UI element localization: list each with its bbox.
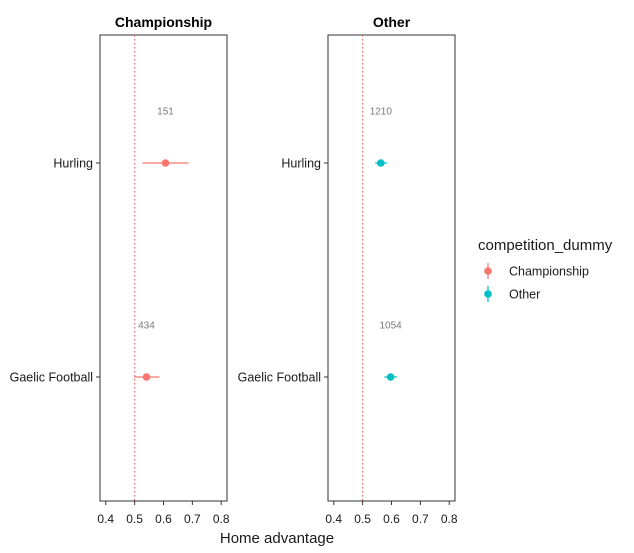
- panel-border: [327, 34, 456, 502]
- panel-border: [99, 34, 228, 502]
- legend-key-point: [484, 267, 492, 275]
- x-tick-label: 0.5: [354, 512, 371, 526]
- legend-keys: Championship Other: [484, 263, 589, 302]
- legend-entry: Championship: [484, 263, 589, 279]
- x-tick-label: 0.4: [325, 512, 342, 526]
- facet-title: Other: [373, 14, 411, 30]
- x-tick-label: 0.7: [184, 512, 201, 526]
- category-label: Gaelic Football: [238, 371, 321, 385]
- facet-title: Championship: [115, 14, 212, 30]
- category-label: Hurling: [281, 157, 321, 171]
- legend-entry: Other: [484, 286, 540, 302]
- x-tick-label: 0.4: [97, 512, 114, 526]
- x-tick-label: 0.8: [213, 512, 230, 526]
- data-point: [142, 373, 151, 381]
- legend-title: competition_dummy: [478, 237, 613, 254]
- legend-key-point: [484, 290, 492, 298]
- category-label: Gaelic Football: [10, 371, 93, 385]
- x-tick-label: 0.6: [383, 512, 400, 526]
- facet-panel-0: Championship Hurling Gaelic Football 0.4 0.5…: [10, 14, 230, 526]
- legend-label: Other: [509, 288, 540, 302]
- x-tick-label: 0.6: [155, 512, 172, 526]
- x-tick-label: 0.8: [441, 512, 458, 526]
- sample-size-label: 1054: [380, 321, 403, 332]
- x-tick-label: 0.5: [126, 512, 143, 526]
- data-point: [161, 159, 170, 167]
- data-point: [377, 159, 385, 167]
- facet-panels: Championship Hurling Gaelic Football 0.4 0.5…: [10, 14, 458, 526]
- sample-size-label: 1210: [370, 107, 393, 118]
- facet-panel-1: Other Hurling Gaelic Football 0.4 0.5 0.6 0.7 0…: [238, 14, 458, 526]
- legend: competition_dummy Championship Other: [478, 237, 613, 302]
- x-axis-title: Home advantage: [220, 530, 334, 547]
- x-tick-label: 0.7: [412, 512, 429, 526]
- sample-size-label: 151: [157, 107, 174, 118]
- data-point: [386, 373, 395, 381]
- legend-label: Championship: [509, 265, 589, 279]
- category-label: Hurling: [53, 157, 93, 171]
- sample-size-label: 434: [138, 321, 155, 332]
